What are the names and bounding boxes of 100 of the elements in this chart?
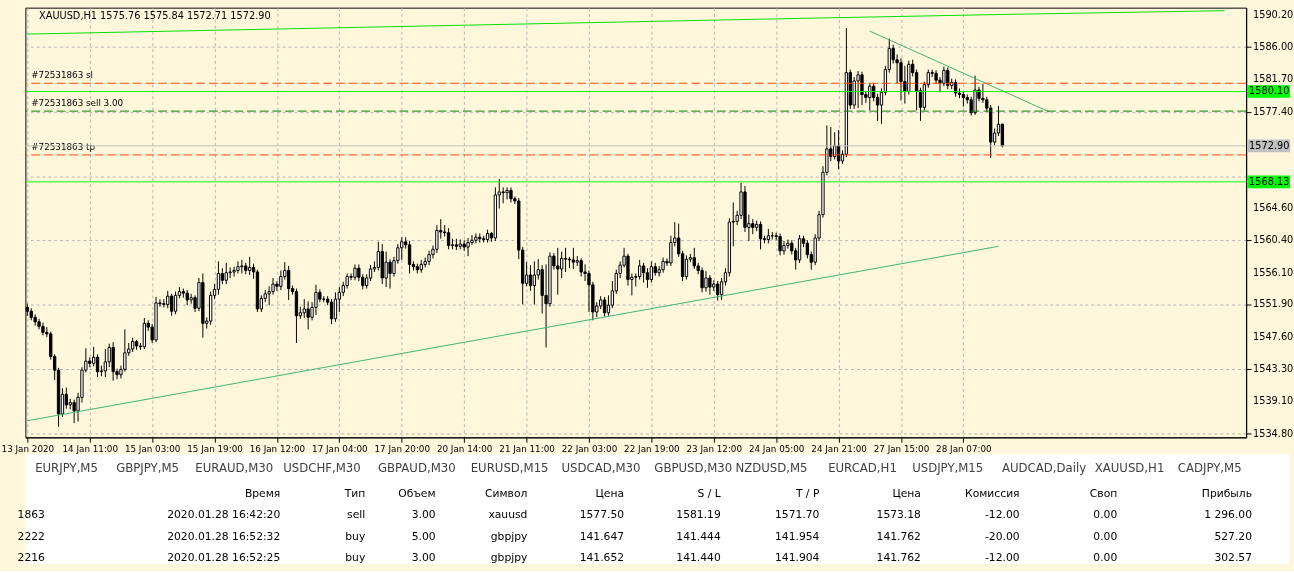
text: buy [345, 551, 366, 565]
text: 141.904 [774, 551, 820, 565]
candlestick [286, 265, 291, 301]
y-tick-label: 1543.30 [1252, 363, 1294, 375]
text: buy [345, 529, 366, 543]
text: EURCAD,H1 [828, 460, 897, 475]
text: 141.762 [876, 529, 921, 543]
text: sell [347, 508, 366, 522]
x-tick-label: 17 Jan 20:00 [374, 443, 430, 454]
candlestick [333, 291, 338, 323]
text: Объем [398, 486, 436, 500]
candlestick [778, 232, 782, 256]
candlestick [400, 236, 404, 261]
ref-line-label: #72531863 sell 3.00 [31, 98, 124, 109]
text: 1577.50 [579, 508, 625, 522]
text: GBPJPY,M5 [116, 460, 180, 475]
x-tick-label: 15 Jan 03:00 [124, 443, 181, 454]
candlestick [716, 280, 720, 302]
candlestick [64, 387, 68, 410]
candlestick [224, 262, 228, 285]
text: -12.00 [984, 508, 1020, 522]
text: CADJPY,M5 [1177, 460, 1242, 475]
candlestick [560, 251, 564, 279]
y-tick-label: 1551.90 [1252, 298, 1294, 310]
y-tick-label: 1564.60 [1252, 202, 1294, 214]
candlestick [528, 264, 533, 292]
text: -12.00 [984, 551, 1020, 565]
text: 0.00 [1093, 551, 1118, 565]
text: xauusd [488, 508, 528, 522]
candlestick [384, 251, 388, 288]
candlestick [388, 258, 392, 290]
text: 141.444 [676, 529, 721, 543]
candlestick [708, 274, 712, 296]
y-tick-label: 1560.40 [1252, 234, 1294, 246]
text: 141.440 [676, 551, 721, 565]
text: NZDUSD,M5 [735, 460, 808, 475]
text: Символ [485, 486, 528, 500]
candlestick [638, 259, 642, 281]
x-tick-label: 24 Jan 05:00 [748, 443, 805, 454]
text: USDCHF,M30 [283, 460, 361, 475]
candlestick [860, 71, 864, 106]
y-tick-label: 1590.20 [1252, 9, 1294, 21]
y-tick-label: 1581.70 [1252, 73, 1294, 85]
candlestick [700, 266, 704, 293]
candlestick [189, 293, 193, 305]
candlestick [240, 259, 244, 274]
line-series [26, 10, 1226, 35]
text: 1863 [17, 508, 45, 522]
candlestick [72, 399, 76, 424]
ref-line-label: 1572.90 [1249, 139, 1290, 151]
candlestick [692, 247, 696, 270]
candlestick [704, 270, 708, 293]
candlestick [275, 280, 279, 292]
y-tick-label: 1534.80 [1252, 427, 1294, 439]
y-tick-label: 1556.10 [1252, 266, 1294, 278]
text: AUDCAD,Daily [1002, 460, 1087, 475]
text: S / L [697, 486, 721, 500]
ref-line-label: 1568.13 [1249, 175, 1290, 187]
candlestick [641, 262, 646, 284]
ref-line-label: #72531863 sl [31, 70, 93, 81]
text: 2222 [17, 529, 45, 543]
text: 3.00 [411, 551, 436, 565]
x-tick-label: 22 Jan 19:00 [624, 443, 680, 454]
candlestick [302, 298, 306, 319]
text: 5.00 [411, 529, 436, 543]
x-tick-label: 14 Jan 11:00 [62, 443, 118, 454]
text: Время [244, 486, 281, 500]
x-tick-label: 24 Jan 21:00 [811, 443, 867, 454]
text: Тип [343, 486, 366, 500]
x-tick-label: 13 Jan 2020 [1, 443, 55, 454]
text: 302.57 [1214, 551, 1253, 565]
text: 2020.01.28 16:52:32 [167, 529, 281, 543]
text: 2020.01.28 16:52:25 [167, 551, 281, 565]
candlestick [314, 284, 318, 316]
x-tick-label: 20 Jan 14:00 [436, 443, 493, 454]
candlestick [556, 247, 560, 296]
candlestick [899, 57, 903, 102]
text: Цена [892, 486, 921, 500]
candlestick [532, 260, 537, 305]
text: 1 296.00 [1204, 508, 1253, 522]
text: Цена [595, 486, 625, 500]
text: 527.20 [1214, 529, 1253, 543]
text: T / P [794, 486, 820, 500]
ref-line-label: 1580.10 [1249, 85, 1290, 97]
text: 141.647 [579, 529, 625, 543]
y-tick-label: 1539.10 [1252, 395, 1294, 407]
text: 141.652 [579, 551, 625, 565]
candlestick [103, 348, 108, 378]
candlestick [856, 70, 860, 109]
text: GBPUSD,M30 [654, 460, 733, 475]
candlestick [306, 300, 310, 330]
text: -20.00 [984, 529, 1020, 543]
y-tick-label: 1577.40 [1252, 105, 1294, 117]
candlestick [782, 240, 786, 256]
x-tick-label: 23 Jan 12:00 [686, 443, 743, 454]
chart-title: XAUUSD,H1 1575.76 1575.84 1572.71 1572.90 [39, 10, 271, 22]
text: 2216 [17, 551, 46, 565]
text: EURUSD,M15 [470, 460, 549, 475]
text: EURAUD,M30 [195, 460, 274, 475]
text: 141.954 [774, 529, 820, 543]
